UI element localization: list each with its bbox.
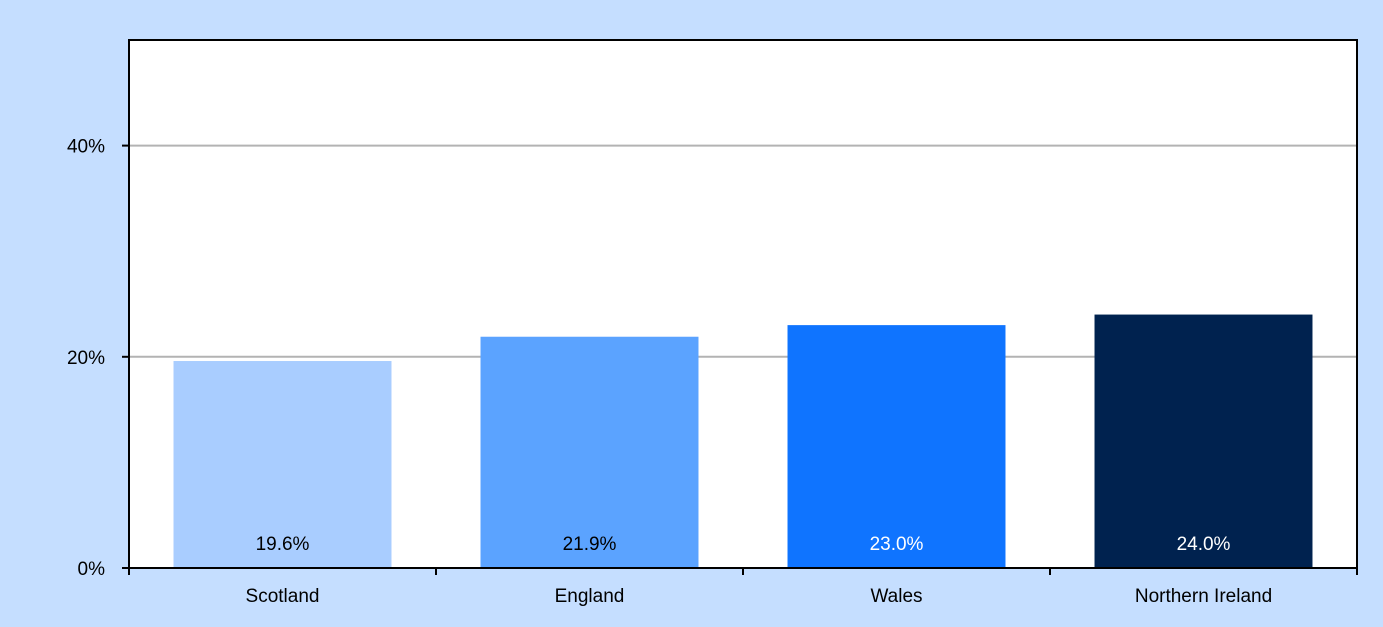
bars [173,314,1313,568]
data-label: 23.0% [870,534,924,555]
x-tick-label: Scotland [246,586,320,607]
y-tick-label: 40% [67,137,105,158]
x-tick-label: Northern Ireland [1135,586,1272,607]
data-labels: 19.6% 21.9% 23.0% 24.0% [256,534,1231,555]
y-tick-label: 20% [67,348,105,369]
x-tick-label: England [555,586,625,607]
x-tick-label: Wales [870,586,922,607]
data-label: 24.0% [1177,534,1231,555]
bar-northern-ireland [1094,314,1313,568]
data-label: 21.9% [563,534,617,555]
bar-scotland [173,361,392,568]
x-axis: Scotland England Wales Northern Ireland [128,568,1358,607]
bar-england [480,336,699,568]
y-axis: 0% 20% 40% [67,137,129,580]
data-label: 19.6% [256,534,310,555]
y-tick-label: 0% [78,559,106,580]
bar-wales [787,325,1006,568]
